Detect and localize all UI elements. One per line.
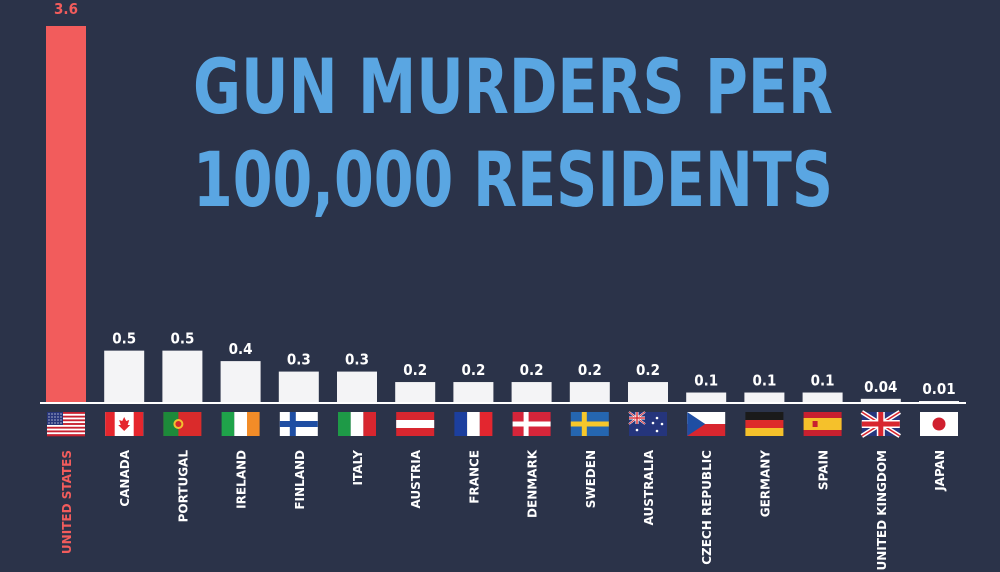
it-flag-icon: [338, 412, 376, 436]
bar-italy: [337, 371, 377, 403]
category-label-czech-republic: CZECH REPUBLIC: [700, 450, 714, 565]
value-label-ireland: 0.4: [229, 340, 253, 358]
category-label-portugal: PORTUGAL: [176, 450, 190, 523]
bar-denmark: [511, 382, 552, 403]
cz-flag-icon: [687, 412, 726, 436]
se-flag-icon: [570, 412, 609, 436]
de-flag-icon: [745, 412, 784, 436]
flags-layer: [47, 410, 958, 438]
value-label-australia: 0.2: [636, 361, 660, 379]
bar-australia: [628, 382, 668, 403]
fr-flag-icon: [454, 412, 493, 436]
chart-title-line-2: 100,000 RESIDENTS: [193, 135, 833, 224]
category-label-italy: ITALY: [351, 450, 365, 486]
bar-czech-republic: [686, 392, 727, 403]
ie-flag-icon: [221, 412, 260, 436]
bar-united-states: [46, 26, 86, 403]
gb-flag-icon: [860, 410, 902, 438]
value-label-denmark: 0.2: [520, 361, 544, 379]
bar-austria: [395, 382, 436, 403]
value-label-france: 0.2: [461, 361, 485, 379]
value-label-czech-republic: 0.1: [694, 372, 718, 390]
bar-spain: [802, 392, 843, 403]
category-label-united-states: UNITED STATES: [60, 450, 74, 554]
bar-france: [453, 382, 494, 403]
pt-flag-icon: [163, 412, 202, 436]
value-label-germany: 0.1: [752, 372, 776, 390]
value-label-united-kingdom: 0.04: [864, 378, 897, 396]
value-label-spain: 0.1: [811, 372, 835, 390]
category-label-australia: AUSTRALIA: [642, 449, 656, 525]
value-label-united-states: 3.6: [54, 0, 78, 18]
value-label-canada: 0.5: [112, 330, 136, 348]
fi-flag-icon: [279, 412, 318, 436]
value-label-italy: 0.3: [345, 351, 369, 369]
au-flag-icon: [628, 411, 667, 436]
category-label-germany: GERMANY: [758, 450, 772, 518]
bar-sweden: [569, 382, 610, 403]
bar-ireland: [220, 361, 261, 403]
at-flag-icon: [396, 412, 435, 436]
bars-layer: 3.6 0.5 0.5 0.4 0.3 0.3 0.2 0.2 0.2 0.2 0.2 0.1 0.1 0…: [46, 0, 959, 403]
chart-title-line-1: GUN MURDERS PER: [193, 42, 833, 131]
chart-title: GUN MURDERS PER 100,000 RESIDENTS: [193, 42, 833, 224]
dk-flag-icon: [512, 412, 551, 436]
value-label-japan: 0.01: [922, 380, 955, 398]
bar-canada: [104, 350, 145, 403]
category-label-spain: SPAIN: [817, 450, 831, 490]
bar-germany: [744, 392, 785, 403]
bar-united-kingdom: [860, 398, 901, 403]
category-label-united-kingdom: UNITED KINGDOM: [875, 450, 889, 571]
category-label-sweden: SWEDEN: [584, 450, 598, 508]
bar-finland: [278, 371, 319, 403]
category-label-france: FRANCE: [467, 450, 481, 504]
category-label-ireland: IRELAND: [235, 450, 249, 509]
bar-portugal: [162, 350, 203, 403]
value-label-austria: 0.2: [403, 361, 427, 379]
value-label-sweden: 0.2: [578, 361, 602, 379]
us-flag-icon: [47, 412, 85, 437]
category-label-denmark: DENMARK: [526, 449, 540, 518]
category-labels-layer: UNITED STATES CANADA PORTUGAL IRELAND FINLAN…: [60, 449, 947, 570]
value-label-portugal: 0.5: [170, 330, 194, 348]
es-flag-icon: [803, 412, 842, 436]
category-label-japan: JAPAN: [933, 450, 947, 492]
category-label-finland: FINLAND: [293, 450, 307, 510]
category-label-canada: CANADA: [118, 449, 132, 506]
jp-flag-icon: [920, 412, 958, 436]
ca-flag-icon: [105, 412, 144, 436]
value-label-finland: 0.3: [287, 351, 311, 369]
category-label-austria: AUSTRIA: [409, 449, 423, 508]
